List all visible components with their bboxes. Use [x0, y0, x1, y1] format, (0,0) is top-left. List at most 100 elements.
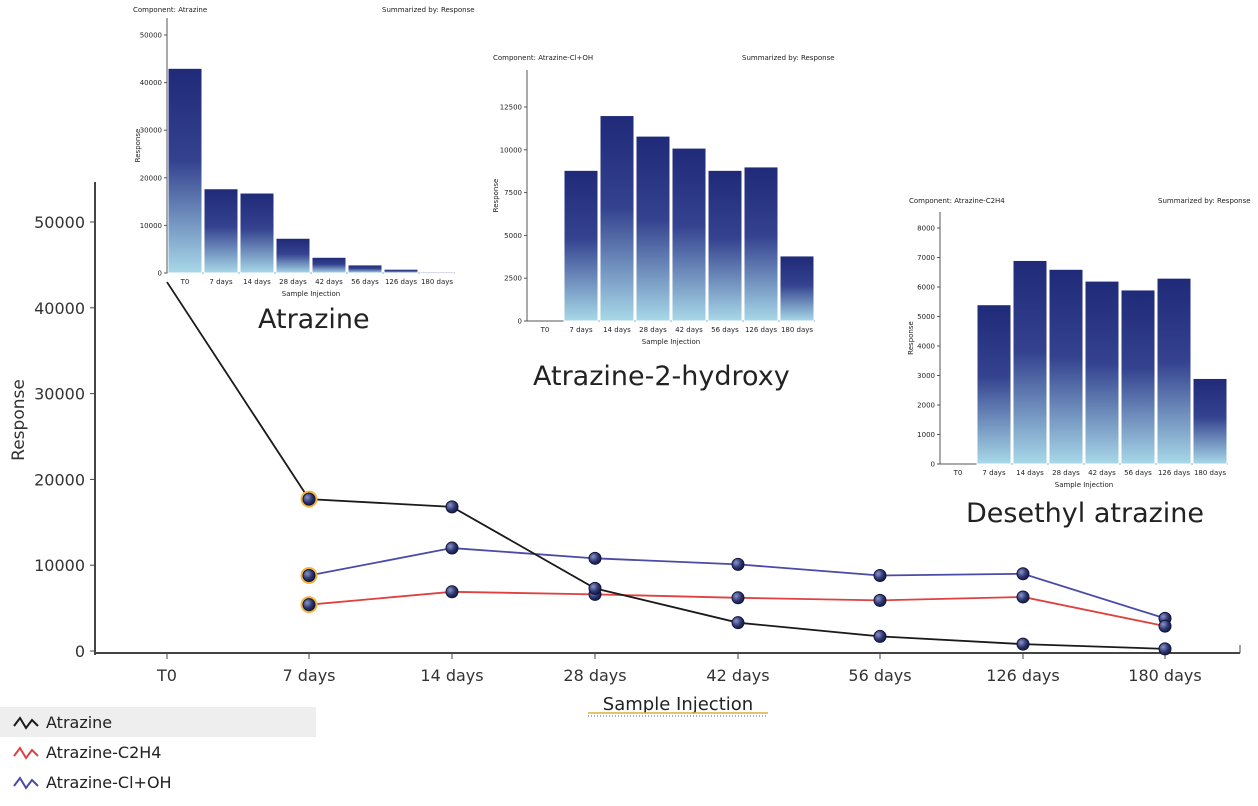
legend-label: Atrazine [46, 712, 113, 732]
x-tick-label: 56 days [848, 666, 911, 685]
inset-bar [599, 115, 635, 322]
inset-bar [383, 268, 419, 274]
x-tick-label: 7 days [282, 666, 335, 685]
inset-y-tick-label: 10000 [140, 222, 162, 230]
data-point [873, 629, 887, 643]
inset-y-tick-label: 40000 [140, 79, 162, 87]
data-point [731, 557, 745, 571]
data-point [302, 492, 316, 506]
inset-x-tick-label: 28 days [279, 278, 307, 286]
inset-y-tick-label: 0 [158, 270, 162, 278]
inset-x-tick-label: 14 days [243, 278, 271, 286]
line-series-icon [13, 746, 39, 760]
inset-y-tick-label: 8000 [917, 225, 935, 233]
inset-x-tick-label: 14 days [603, 326, 631, 334]
inset-y-tick-label: 12500 [500, 104, 522, 112]
inset-y-axis-title: Response [907, 321, 915, 355]
inset-bar [275, 237, 311, 274]
inset-y-tick-label: 20000 [140, 174, 162, 182]
data-point [873, 568, 887, 582]
legend-item-atrazine[interactable]: Atrazine [0, 707, 316, 737]
inset-x-tick-label: 28 days [639, 326, 667, 334]
legend-label: Atrazine-C2H4 [46, 742, 162, 762]
main-series-lines [166, 281, 1172, 656]
inset-x-tick-label: 180 days [1194, 469, 1226, 477]
inset-bar [779, 255, 815, 322]
inset-component-label: Component: Atrazine-C2H4 [909, 197, 1005, 205]
data-point [1158, 619, 1172, 633]
inset-x-tick-label: 42 days [1088, 469, 1116, 477]
inset-bar [167, 67, 203, 274]
inset-bar-chart: 0 2500 5000 7500 10000 12500 T0 7 days 14 days 28… [492, 70, 815, 346]
y-tick-label: 10000 [34, 556, 85, 575]
data-point [445, 585, 459, 599]
data-point [588, 581, 602, 595]
inset-caption-atrazine-2-hydroxy: Atrazine-2-hydroxy [533, 361, 790, 392]
x-tick-label: T0 [156, 666, 177, 685]
inset-bar [1192, 377, 1228, 465]
y-tick-label: 0 [75, 642, 85, 661]
inset-bar [347, 264, 383, 274]
y-tick-label: 40000 [34, 299, 85, 318]
inset-y-tick-label: 1000 [917, 431, 935, 439]
inset-x-tick-label: 56 days [351, 278, 379, 286]
inset-bar [635, 135, 671, 322]
inset-y-tick-label: 50000 [140, 32, 162, 40]
inset-bar [311, 256, 347, 274]
x-tick-label: 180 days [1128, 666, 1201, 685]
inset-x-tick-label: 14 days [1016, 469, 1044, 477]
inset-x-tick-label: 28 days [1052, 469, 1080, 477]
x-tick-label: 126 days [986, 666, 1059, 685]
inset-bar [419, 271, 455, 274]
legend-label: Atrazine-Cl+OH [46, 772, 172, 792]
y-tick-label: 50000 [34, 213, 85, 232]
inset-bar [1048, 268, 1084, 465]
inset-x-tick-label: 7 days [569, 326, 593, 334]
inset-x-tick-label: 56 days [711, 326, 739, 334]
x-tick-label: 14 days [420, 666, 483, 685]
inset-summarized-label: Summarized by: Response [382, 6, 475, 14]
inset-y-tick-label: 7000 [917, 254, 935, 262]
main-y-axis-title: Response [9, 379, 29, 461]
inset-x-tick-label: 126 days [385, 278, 417, 286]
x-tick-label: 28 days [563, 666, 626, 685]
inset-bar [203, 188, 239, 274]
main-x-axis-title: Sample Injection [603, 694, 753, 715]
inset-x-tick-label: 56 days [1124, 469, 1152, 477]
inset-x-tick-label: 126 days [745, 326, 777, 334]
data-point [445, 541, 459, 555]
inset-x-tick-label: 42 days [315, 278, 343, 286]
data-point [445, 500, 459, 514]
inset-y-tick-label: 10000 [500, 146, 522, 154]
inset-bar [563, 169, 599, 322]
data-point [588, 551, 602, 565]
data-point [302, 568, 316, 582]
inset-x-axis-title: Sample Injection [1055, 481, 1113, 489]
legend: Atrazine Atrazine-C2H4 Atrazine-Cl+OH [0, 707, 320, 797]
inset-y-tick-label: 0 [518, 318, 522, 326]
y-tick-label: 30000 [34, 385, 85, 404]
inset-x-tick-label: 7 days [982, 469, 1006, 477]
inset-x-tick-label: 180 days [421, 278, 453, 286]
inset-x-axis-title: Sample Injection [642, 338, 700, 346]
inset-y-tick-label: 0 [931, 461, 935, 469]
data-point [731, 591, 745, 605]
inset-y-tick-label: 30000 [140, 127, 162, 135]
legend-item-atrazine-cl-oh[interactable]: Atrazine-Cl+OH [0, 767, 320, 797]
inset-caption-desethyl-atrazine: Desethyl atrazine [966, 498, 1205, 529]
inset-x-axis-title: Sample Injection [282, 290, 340, 298]
inset-y-axis-title: Response [134, 129, 142, 163]
data-point [1016, 637, 1030, 651]
series-line-atrazine [166, 281, 1166, 650]
inset-bar-chart: 0 1000 2000 3000 4000 5000 6000 7000 8000 T0 7 day… [907, 212, 1228, 489]
y-tick-label: 20000 [34, 470, 85, 489]
inset-y-tick-label: 4000 [917, 343, 935, 351]
line-series-icon [13, 776, 39, 790]
line-series-icon [13, 716, 39, 730]
inset-bar-chart: 0 10000 20000 30000 40000 50000 T0 7 days 14 day… [134, 18, 455, 298]
legend-item-atrazine-c2h4[interactable]: Atrazine-C2H4 [0, 737, 320, 767]
inset-y-tick-label: 2000 [917, 402, 935, 410]
inset-x-tick-label: 126 days [1158, 469, 1190, 477]
data-point [873, 593, 887, 607]
